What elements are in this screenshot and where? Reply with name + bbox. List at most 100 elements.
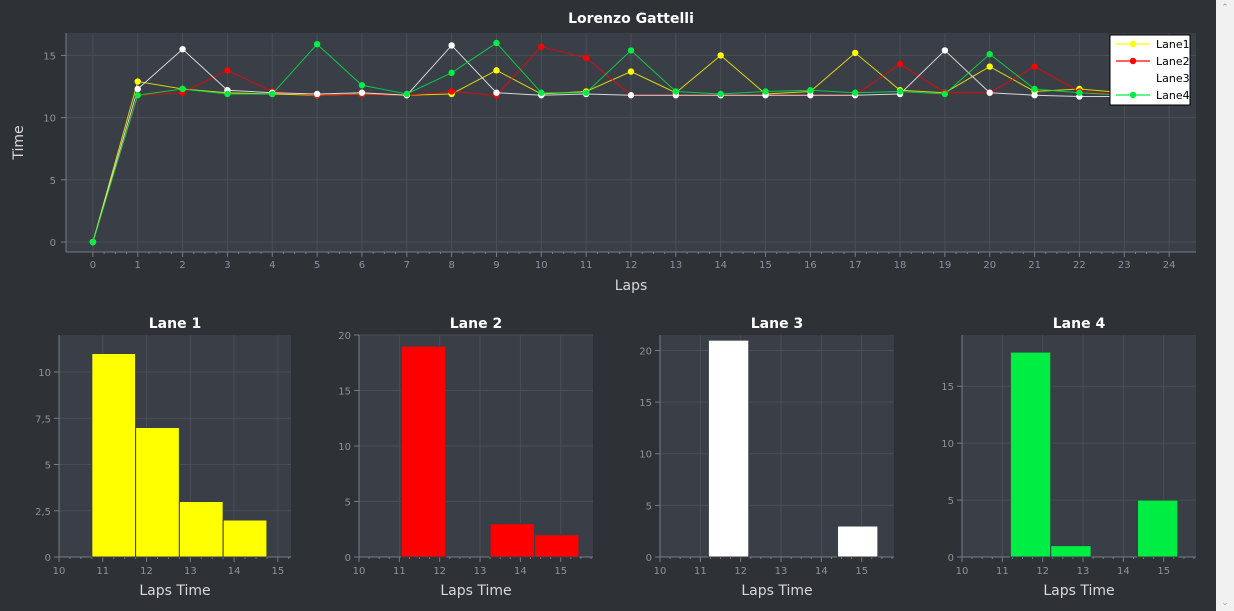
x-tick-label: 14 [714,260,727,271]
x-tick-label: 14 [514,566,527,577]
data-point-lane3 [1031,92,1038,99]
data-point-lane4 [852,89,859,96]
x-tick-label: 15 [759,260,772,271]
data-point-lane4 [134,92,141,99]
data-point-lane4 [224,90,231,98]
x-tick-label: 10 [353,566,366,577]
chart-title: Lane 3 [751,316,803,332]
data-point-lane4 [627,47,635,54]
y-tick-label: 0 [345,553,351,564]
y-tick-label: 5 [646,501,652,512]
y-axis-title: Time [11,125,27,160]
chart-title: Lane 1 [149,316,201,332]
x-tick-label: 19 [939,260,952,271]
y-tick-label: 15 [43,51,56,62]
legend: Lane1 Lane2 Lane3 Lane4 [1109,34,1191,106]
data-point-lane4 [582,89,590,96]
data-point-lane4 [807,87,814,94]
x-tick-label: 18 [894,260,907,271]
data-point-lane2 [582,54,590,62]
histogram-bar [534,534,580,558]
x-tick-label: 12 [625,260,638,271]
x-tick-label: 13 [1077,566,1090,577]
x-tick-label: 12 [433,566,446,577]
y-tick-label: 5 [948,496,954,507]
x-tick-label: 13 [669,260,682,271]
chart-title: Lorenzo Gattelli [568,11,694,27]
x-tick-label: 15 [855,566,868,577]
data-point-lane4 [269,90,276,98]
data-point-lane1 [493,67,500,74]
legend-label: Lane3 [1156,72,1190,85]
legend-swatch-marker [1129,74,1137,82]
data-point-lane1 [986,63,993,70]
chart-lap-times: 0 1 2 3 4 5 6 7 8 9 10 11 12 13 14 15 16 17 18 19 20 21 22 23 24… [11,11,1196,294]
legend-label: Lane2 [1156,55,1190,68]
x-tick-label: 6 [359,260,365,271]
legend-label: Lane1 [1156,38,1190,51]
data-point-lane4 [403,90,410,98]
x-tick-label: 13 [474,566,487,577]
y-tick-label: 5 [345,498,351,509]
x-tick-label: 10 [956,566,969,577]
data-point-lane2 [538,43,545,50]
histogram-bar [135,427,180,558]
data-point-lane4 [358,82,366,89]
data-point-lane4 [538,89,545,96]
data-point-lane2 [448,88,455,95]
y-tick-label: 2,5 [35,507,51,518]
x-tick-label: 8 [448,260,454,271]
histogram-bar [489,523,536,558]
y-tick-label: 7,5 [35,414,51,425]
x-tick-label: 10 [654,566,667,577]
data-point-lane3 [179,45,186,53]
chart-title: Lane 2 [450,316,502,332]
y-tick-label: 0 [50,238,56,249]
histogram-bar [400,345,447,558]
series-line-lane2 [92,46,1125,243]
y-tick-label: 10 [38,368,51,379]
x-tick-label: 11 [694,566,707,577]
data-point-lane3 [941,47,949,54]
scroll-down-arrow-icon[interactable]: ⌄ [1221,598,1229,608]
y-tick-label: 10 [43,114,56,125]
chart-lane-1: 10 11 12 13 14 15 0 2,5 5 7,5 10 Lane 1 Laps Time [35,316,291,599]
histogram-bar [1137,499,1179,558]
y-tick-label: 10 [941,439,954,450]
data-point-lane3 [493,89,500,96]
x-tick-label: 14 [228,566,241,577]
x-tick-label: 4 [269,260,275,271]
data-point-lane3 [313,90,321,98]
data-point-lane4 [986,50,993,58]
y-tick-label: 15 [338,387,351,398]
legend-swatch-marker [1129,40,1137,48]
x-tick-label: 13 [775,566,788,577]
y-tick-label: 20 [639,346,652,357]
x-tick-label: 21 [1028,260,1041,271]
x-tick-label: 3 [224,260,230,271]
chart-lane-2: 10 11 12 13 14 15 0 5 10 15 20 Lane 2 Laps Time [338,316,593,599]
y-tick-label: 10 [639,450,652,461]
histogram-bar [1050,545,1092,558]
data-point-lane4 [1076,89,1083,96]
data-point-lane3 [627,92,635,99]
scroll-up-arrow-icon[interactable]: ⌃ [1221,3,1229,13]
y-tick-label: 0 [45,553,51,564]
x-tick-label: 11 [96,566,109,577]
x-tick-label: 17 [849,260,862,271]
series-line-lane3 [92,44,1125,243]
x-tick-label: 7 [404,260,410,271]
x-tick-label: 15 [272,566,285,577]
vertical-scrollbar[interactable]: ⌃ ⌄ [1216,0,1234,611]
x-tick-label: 12 [1036,566,1049,577]
histogram-bar [222,519,268,558]
x-tick-label: 13 [184,566,197,577]
histogram-bar [837,525,879,558]
x-tick-label: 14 [815,566,828,577]
x-axis-title: Laps Time [1043,583,1114,599]
y-tick-label: 10 [338,442,351,453]
data-point-lane3 [358,89,366,96]
legend-label: Lane4 [1156,89,1190,102]
